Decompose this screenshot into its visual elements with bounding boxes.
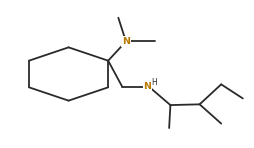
- Text: N: N: [122, 37, 130, 46]
- Text: H: H: [152, 78, 157, 87]
- Text: N: N: [144, 82, 152, 91]
